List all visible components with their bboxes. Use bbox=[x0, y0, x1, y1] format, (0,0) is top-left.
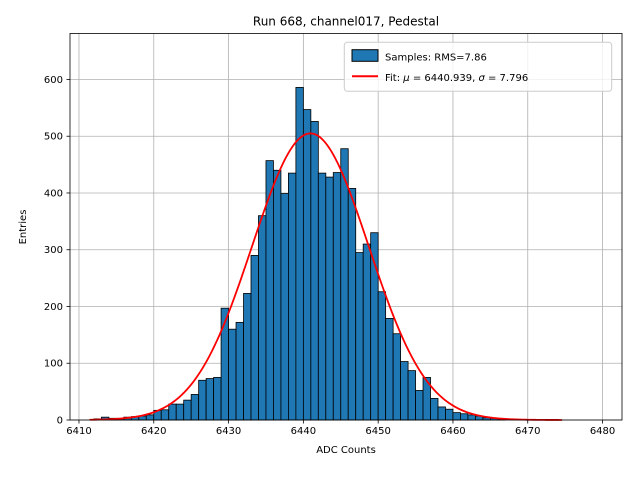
axes-spine bbox=[69, 33, 623, 421]
histogram-bar bbox=[400, 361, 409, 421]
histogram-bar bbox=[183, 399, 192, 421]
axes-spines-layer bbox=[69, 33, 623, 421]
histogram-bar bbox=[347, 188, 357, 421]
legend-samples-swatch bbox=[351, 49, 379, 62]
fit-curve-layer bbox=[89, 132, 563, 421]
histogram-bar bbox=[280, 193, 289, 421]
histogram-bar bbox=[325, 176, 334, 421]
histogram-bar bbox=[340, 148, 349, 421]
fit-curve bbox=[89, 132, 563, 421]
histogram-bar bbox=[302, 109, 312, 421]
y-tick-label: 200 bbox=[44, 302, 63, 313]
histogram-bar bbox=[437, 406, 446, 421]
x-tick-label: 6410 bbox=[66, 426, 91, 437]
x-tick-label: 6450 bbox=[365, 426, 390, 437]
histogram-bar bbox=[235, 321, 244, 421]
histogram-bar bbox=[273, 169, 282, 421]
histogram-bar bbox=[228, 328, 237, 421]
histogram-bar bbox=[265, 160, 274, 421]
histogram-bar bbox=[220, 307, 229, 421]
histogram-bar bbox=[205, 378, 215, 421]
histogram-bar bbox=[310, 121, 319, 421]
x-tick-label: 6440 bbox=[291, 426, 316, 437]
histogram-bar bbox=[250, 255, 259, 421]
x-tick-label: 6460 bbox=[440, 426, 465, 437]
y-tick-label: 100 bbox=[44, 359, 63, 370]
histogram-bar bbox=[460, 413, 469, 421]
histogram-bar bbox=[385, 318, 394, 421]
legend-frame bbox=[343, 41, 613, 92]
chart-title: Run 668, channel017, Pedestal bbox=[253, 15, 439, 29]
histogram-bar bbox=[175, 403, 185, 421]
histogram-bar bbox=[168, 403, 177, 421]
y-tick-label: 600 bbox=[44, 75, 63, 86]
legend-fit-label: Fit: μ = 6440.939, σ = 7.796 bbox=[385, 73, 528, 84]
tick-layer: 6410 6420 6430 6440 6450 6460 6470 6480 0 100 200 3… bbox=[44, 75, 615, 437]
y-tick-label: 300 bbox=[44, 245, 63, 256]
x-tick-label: 6480 bbox=[590, 426, 615, 437]
histogram-bar bbox=[160, 409, 170, 421]
y-axis-label: Entries bbox=[18, 210, 29, 245]
histogram-bar bbox=[355, 252, 364, 421]
y-tick-label: 0 bbox=[57, 416, 63, 427]
x-tick-label: 6430 bbox=[216, 426, 241, 437]
legend-samples-label: Samples: RMS=7.86 bbox=[385, 53, 487, 64]
y-tick-label: 400 bbox=[44, 188, 63, 199]
histogram-bar bbox=[145, 414, 155, 421]
histogram-bar bbox=[198, 379, 207, 421]
histogram-bar bbox=[467, 414, 476, 421]
x-axis-label: ADC Counts bbox=[316, 445, 376, 456]
histogram-bar bbox=[362, 243, 372, 421]
histogram-bar bbox=[332, 172, 342, 421]
histogram-bar bbox=[288, 172, 297, 421]
x-tick-label: 6420 bbox=[141, 426, 166, 437]
histogram-bar bbox=[415, 390, 424, 421]
histogram-bar bbox=[258, 215, 267, 421]
y-tick-label: 500 bbox=[44, 132, 63, 143]
histogram-bars-layer bbox=[93, 87, 506, 421]
histogram-bar bbox=[190, 394, 200, 421]
histogram-bar bbox=[445, 408, 454, 421]
legend: Samples: RMS=7.86 Fit: μ = 6440.939, σ =… bbox=[343, 41, 613, 92]
histogram-bar bbox=[317, 172, 327, 421]
x-tick-label: 6470 bbox=[515, 426, 540, 437]
histogram-bar bbox=[452, 412, 461, 421]
histogram-bar bbox=[377, 291, 387, 421]
histogram-bar bbox=[213, 377, 222, 421]
histogram-bar bbox=[430, 398, 439, 421]
histogram-bar bbox=[407, 370, 416, 421]
histogram-bar bbox=[392, 333, 402, 421]
histogram-bar bbox=[243, 293, 252, 421]
